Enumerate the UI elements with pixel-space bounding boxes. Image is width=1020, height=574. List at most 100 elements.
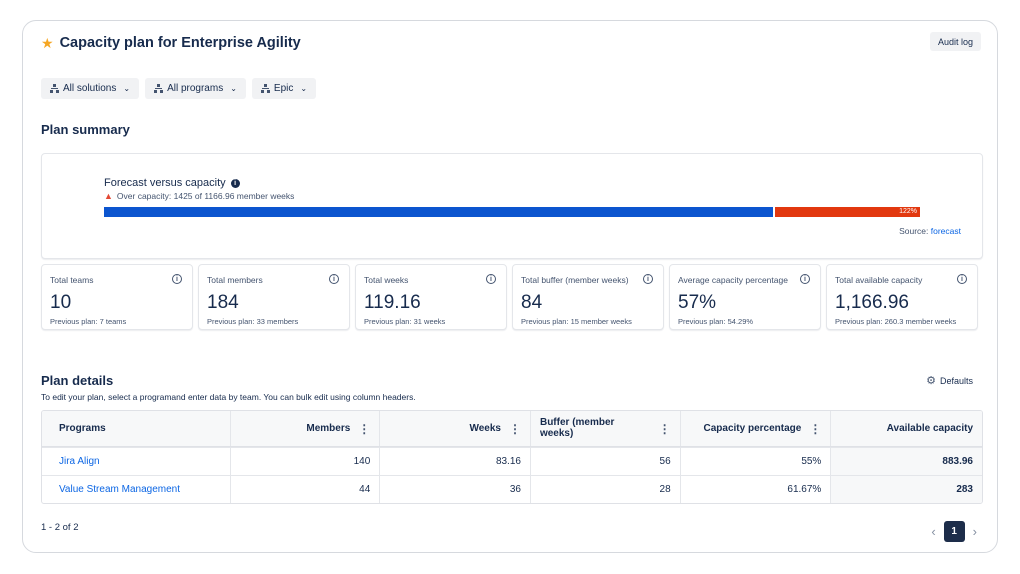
metric-previous: Previous plan: 7 teams bbox=[50, 317, 127, 326]
members-cell[interactable]: 140 bbox=[231, 448, 381, 475]
members-cell[interactable]: 44 bbox=[231, 476, 381, 503]
metric-previous: Previous plan: 33 members bbox=[207, 317, 299, 326]
column-header-available-capacity[interactable]: Available capacity bbox=[831, 411, 982, 446]
metric-value: 119.16 bbox=[364, 292, 421, 313]
header-text: Members bbox=[306, 423, 351, 434]
table-row: Value Stream Management 44 36 28 61.67% … bbox=[42, 475, 982, 503]
metric-card-total-available-capacity: Total available capacity i 1,166.96 Prev… bbox=[826, 264, 978, 330]
pagination: ‹ 1 › bbox=[931, 521, 977, 542]
over-capacity-warning: ▲ Over capacity: 1425 of 1166.96 member … bbox=[104, 191, 294, 201]
pagination-info: 1 - 2 of 2 bbox=[41, 522, 79, 533]
over-capacity-label: 122% bbox=[899, 208, 917, 215]
info-icon[interactable]: i bbox=[800, 274, 810, 284]
filter-label: Epic bbox=[273, 83, 294, 94]
program-link[interactable]: Value Stream Management bbox=[59, 484, 180, 495]
more-options-icon[interactable]: ⋮ bbox=[508, 421, 521, 436]
metric-label: Total members bbox=[207, 275, 263, 285]
capacity-cell[interactable]: 55% bbox=[681, 448, 832, 475]
more-options-icon[interactable]: ⋮ bbox=[809, 421, 822, 436]
program-cell[interactable]: Jira Align bbox=[42, 448, 231, 475]
info-icon[interactable]: i bbox=[172, 274, 182, 284]
plan-details-heading: Plan details bbox=[41, 373, 114, 388]
table-row: Jira Align 140 83.16 56 55% 883.96 bbox=[42, 447, 982, 475]
metric-label: Total buffer (member weeks) bbox=[521, 275, 629, 285]
info-icon[interactable]: i bbox=[486, 274, 496, 284]
metric-value: 84 bbox=[521, 292, 543, 313]
warning-icon: ▲ bbox=[104, 191, 113, 201]
info-icon[interactable]: i bbox=[643, 274, 653, 284]
weeks-cell[interactable]: 36 bbox=[380, 476, 531, 503]
source-link[interactable]: forecast bbox=[930, 226, 961, 236]
metric-previous: Previous plan: 260.3 member weeks bbox=[835, 317, 957, 326]
more-options-icon[interactable]: ⋮ bbox=[658, 421, 671, 436]
metric-previous: Previous plan: 31 weeks bbox=[364, 317, 446, 326]
header-text: Available capacity bbox=[886, 423, 973, 434]
metric-card-total-buffer: Total buffer (member weeks) i 84 Previou… bbox=[512, 264, 664, 330]
capacity-plan-panel: ★ Capacity plan for Enterprise Agility A… bbox=[22, 20, 998, 553]
filter-all-solutions[interactable]: All solutions ⌄ bbox=[41, 78, 140, 99]
source-prefix: Source: bbox=[899, 226, 931, 236]
metric-value: 57% bbox=[678, 292, 717, 313]
capacity-cell[interactable]: 61.67% bbox=[681, 476, 832, 503]
page-title: Capacity plan for Enterprise Agility bbox=[59, 35, 301, 51]
weeks-cell[interactable]: 83.16 bbox=[380, 448, 531, 475]
header-text: Programs bbox=[59, 423, 106, 434]
plan-details-table: Programs Members ⋮ Weeks ⋮ Buffer (membe… bbox=[41, 410, 983, 504]
chevron-down-icon: ⌄ bbox=[300, 84, 308, 93]
hierarchy-icon bbox=[50, 84, 59, 93]
filter-label: All programs bbox=[167, 83, 224, 94]
table-header-row: Programs Members ⋮ Weeks ⋮ Buffer (membe… bbox=[42, 411, 982, 447]
column-header-buffer[interactable]: Buffer (member weeks) ⋮ bbox=[531, 411, 681, 446]
metric-label: Total weeks bbox=[364, 275, 409, 285]
defaults-label: Defaults bbox=[939, 375, 973, 386]
forecast-card: Forecast versus capacity i ▲ Over capaci… bbox=[41, 153, 983, 259]
metric-previous: Previous plan: 15 member weeks bbox=[521, 317, 632, 326]
forecast-title-text: Forecast versus capacity bbox=[104, 177, 226, 189]
header-text: Weeks bbox=[469, 423, 501, 434]
header-text: Capacity percentage bbox=[703, 423, 802, 434]
program-link[interactable]: Jira Align bbox=[59, 456, 100, 467]
column-header-weeks[interactable]: Weeks ⋮ bbox=[380, 411, 531, 446]
forecast-bar: 122% bbox=[104, 207, 920, 217]
metric-card-total-members: Total members i 184 Previous plan: 33 me… bbox=[198, 264, 350, 330]
defaults-button[interactable]: ⚙ Defaults bbox=[926, 374, 973, 387]
metric-value: 184 bbox=[207, 292, 239, 313]
program-cell[interactable]: Value Stream Management bbox=[42, 476, 231, 503]
chevron-right-icon[interactable]: › bbox=[972, 524, 977, 539]
available-capacity-cell: 283 bbox=[831, 476, 982, 503]
star-icon[interactable]: ★ bbox=[41, 35, 54, 51]
plan-details-description: To edit your plan, select a programand e… bbox=[41, 392, 416, 402]
chevron-down-icon: ⌄ bbox=[230, 84, 237, 93]
gear-icon: ⚙ bbox=[926, 375, 936, 387]
metric-previous: Previous plan: 54.29% bbox=[678, 317, 754, 326]
source-line: Source: forecast bbox=[899, 226, 961, 236]
hierarchy-icon bbox=[154, 84, 164, 93]
metrics-row: Total teams i 10 Previous plan: 7 teams … bbox=[41, 264, 978, 330]
filter-epic[interactable]: Epic ⌄ bbox=[251, 78, 317, 99]
metric-label: Total teams bbox=[50, 275, 94, 285]
more-options-icon[interactable]: ⋮ bbox=[358, 421, 371, 436]
forecast-title: Forecast versus capacity i bbox=[104, 177, 240, 189]
chevron-left-icon[interactable]: ‹ bbox=[931, 524, 936, 539]
buffer-cell[interactable]: 28 bbox=[531, 476, 681, 503]
metric-label: Total available capacity bbox=[835, 275, 923, 285]
column-header-members[interactable]: Members ⋮ bbox=[231, 411, 381, 446]
metric-label: Average capacity percentage bbox=[678, 275, 788, 285]
page-button-current[interactable]: 1 bbox=[943, 521, 965, 542]
column-header-programs[interactable]: Programs bbox=[42, 411, 231, 446]
column-header-capacity-percentage[interactable]: Capacity percentage ⋮ bbox=[681, 411, 832, 446]
filter-all-programs[interactable]: All programs ⌄ bbox=[145, 78, 246, 99]
warning-text: Over capacity: 1425 of 1166.96 member we… bbox=[116, 191, 295, 201]
filter-bar: All solutions ⌄ All programs ⌄ Epic ⌄ bbox=[41, 78, 317, 99]
metric-value: 1,166.96 bbox=[835, 292, 909, 313]
metric-card-total-weeks: Total weeks i 119.16 Previous plan: 31 w… bbox=[355, 264, 507, 330]
metric-card-average-capacity: Average capacity percentage i 57% Previo… bbox=[669, 264, 821, 330]
info-icon[interactable]: i bbox=[957, 274, 967, 284]
buffer-cell[interactable]: 56 bbox=[531, 448, 681, 475]
audit-log-button[interactable]: Audit log bbox=[929, 32, 981, 51]
over-capacity-bar: 122% bbox=[775, 207, 920, 217]
info-icon[interactable]: i bbox=[230, 178, 240, 188]
info-icon[interactable]: i bbox=[329, 274, 339, 284]
capacity-bar bbox=[104, 207, 773, 217]
header-text: Buffer (member weeks) bbox=[539, 417, 615, 439]
